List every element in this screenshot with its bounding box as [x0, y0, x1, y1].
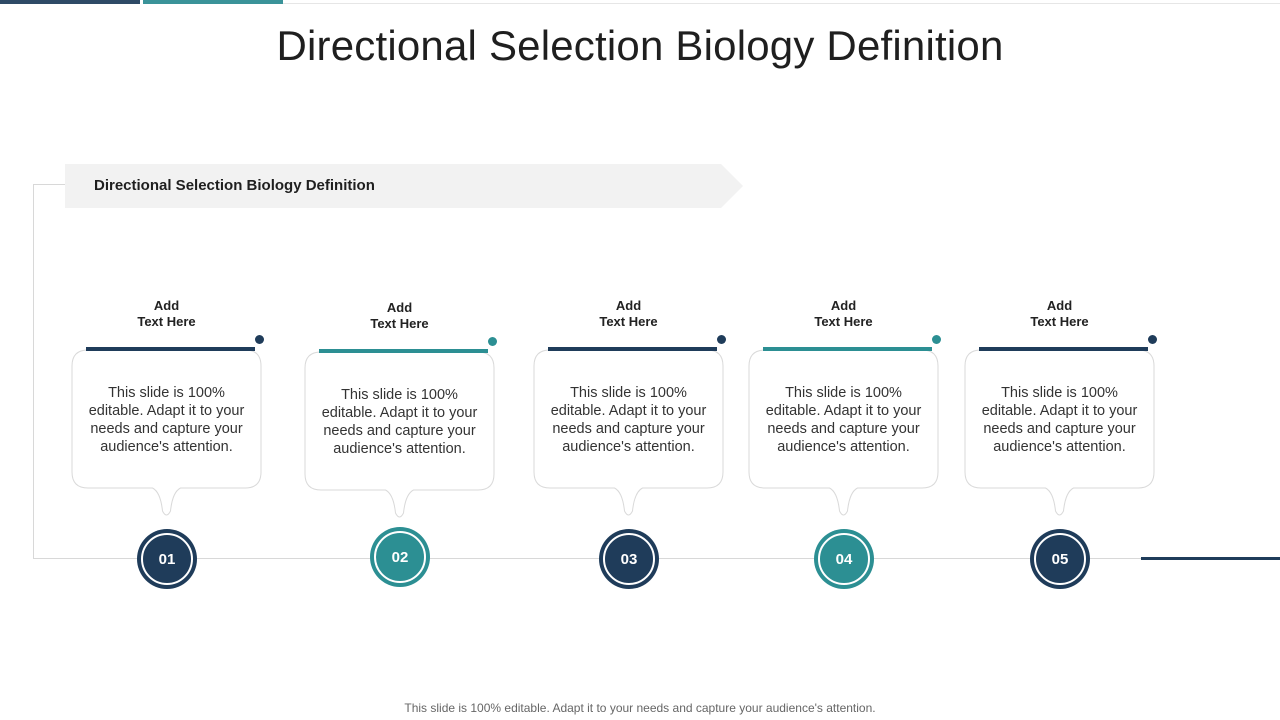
step-heading: Add Text Here	[305, 300, 495, 332]
step-accent-bar	[979, 347, 1148, 351]
step-number-circle: 03	[599, 529, 659, 589]
step-body-text: This slide is 100% editable. Adapt it to…	[981, 385, 1138, 455]
subtitle-banner: Directional Selection Biology Definition	[65, 164, 743, 208]
step-accent-bar	[763, 347, 932, 351]
callout-bubble	[533, 349, 724, 516]
step-number-circle: 05	[1030, 529, 1090, 589]
step-accent-dot	[1148, 335, 1157, 344]
step-number: 04	[818, 533, 870, 585]
callout-outline	[748, 349, 939, 516]
step-body-text: This slide is 100% editable. Adapt it to…	[765, 385, 922, 455]
frame-line-top	[33, 184, 65, 185]
callout-bubble	[964, 349, 1155, 516]
page-title: Directional Selection Biology Definition	[276, 22, 1004, 69]
step-accent-bar	[86, 347, 255, 351]
step-heading-line1: Add	[615, 298, 642, 313]
step-accent-dot	[488, 337, 497, 346]
timeline-line	[33, 558, 1143, 559]
step-heading-line1: Add	[1046, 298, 1073, 313]
step-accent-dot	[932, 335, 941, 344]
step-heading-line2: Text Here	[137, 314, 196, 329]
step-accent-bar	[548, 347, 717, 351]
step-heading-line2: Text Here	[370, 316, 429, 331]
frame-line-left	[33, 184, 34, 559]
callout-outline	[533, 349, 724, 516]
step-number-circle: 01	[137, 529, 197, 589]
step-accent-bar	[319, 349, 488, 353]
step-accent-dot	[717, 335, 726, 344]
step-number: 02	[374, 531, 426, 583]
step-heading: Add Text Here	[72, 298, 262, 330]
top-accent-navy	[0, 0, 140, 4]
subtitle-text: Directional Selection Biology Definition	[94, 177, 375, 194]
callout-outline	[964, 349, 1155, 516]
step-heading-line1: Add	[386, 300, 413, 315]
step-accent-dot	[255, 335, 264, 344]
callout-outline	[71, 349, 262, 516]
step-heading-line1: Add	[830, 298, 857, 313]
top-accent-teal	[143, 0, 283, 4]
step-body-text: This slide is 100% editable. Adapt it to…	[321, 387, 478, 457]
footer-note: This slide is 100% editable. Adapt it to…	[404, 701, 876, 715]
step-number: 01	[141, 533, 193, 585]
top-rule	[283, 3, 1280, 4]
step-number-circle: 02	[370, 527, 430, 587]
step-heading: Add Text Here	[534, 298, 724, 330]
step-body-text: This slide is 100% editable. Adapt it to…	[88, 385, 245, 455]
callout-outline	[304, 351, 495, 518]
step-number-circle: 04	[814, 529, 874, 589]
step-heading-line2: Text Here	[814, 314, 873, 329]
callout-bubble	[748, 349, 939, 516]
callout-bubble	[71, 349, 262, 516]
banner-arrow-shape	[65, 164, 743, 208]
step-number: 03	[603, 533, 655, 585]
step-number: 05	[1034, 533, 1086, 585]
step-heading-line2: Text Here	[1030, 314, 1089, 329]
callout-bubble	[304, 351, 495, 518]
step-heading-line2: Text Here	[599, 314, 658, 329]
step-heading: Add Text Here	[965, 298, 1155, 330]
step-heading: Add Text Here	[749, 298, 939, 330]
step-heading-line1: Add	[153, 298, 180, 313]
timeline-end-bar	[1141, 557, 1280, 560]
step-body-text: This slide is 100% editable. Adapt it to…	[550, 385, 707, 455]
